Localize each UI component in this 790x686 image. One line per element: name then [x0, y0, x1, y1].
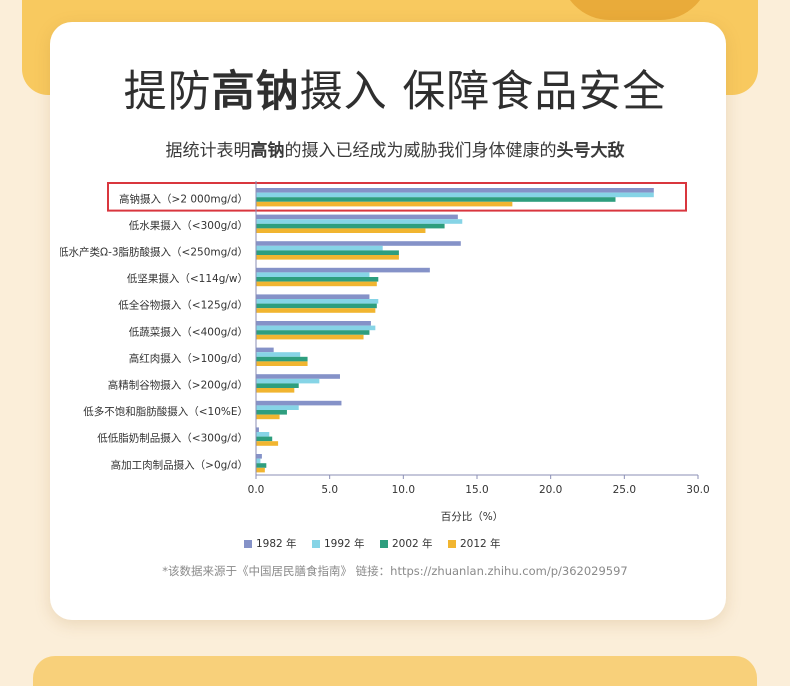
- bar-2012年-4: [256, 308, 376, 313]
- category-label: 低蔬菜摄入（<400g/d）: [129, 325, 248, 338]
- category-label: 高红肉摄入（>100g/d）: [129, 352, 248, 365]
- bar-1992年-9: [256, 432, 270, 437]
- content-card: [50, 22, 726, 620]
- bar-2012年-2: [256, 255, 399, 260]
- highlight-box: [107, 182, 687, 212]
- page-subtitle: 据统计表明高钠的摄入已经成为威胁我们身体健康的头号大敌: [0, 139, 790, 163]
- bar-2002年-5: [256, 330, 370, 335]
- bar-2002年-4: [256, 303, 377, 309]
- category-label: 低水产类Ω-3脂肪酸摄入（<250mg/d）: [60, 246, 248, 259]
- bar-2012年-7: [256, 388, 295, 393]
- category-label: 低多不饱和脂肪酸摄入（<10%E）: [83, 405, 248, 418]
- source-note: *该数据来源于《中国居民膳食指南》 链接：https://zhuanlan.zh…: [162, 564, 628, 578]
- legend-swatch: [312, 540, 320, 548]
- bar-1982年-10: [256, 454, 262, 459]
- bar-2012年-9: [256, 441, 279, 446]
- bar-1982年-1: [256, 214, 458, 220]
- bar-2002年-3: [256, 277, 379, 282]
- title-part-1: 提防: [123, 67, 212, 117]
- decorative-shape: [560, 0, 710, 20]
- category-label: 低坚果摄入（<114g/w）: [127, 272, 248, 285]
- bar-2002年-0: [256, 197, 616, 202]
- bar-1992年-2: [256, 245, 383, 251]
- bar-1982年-7: [256, 374, 340, 379]
- bar-2012年-10: [256, 467, 265, 473]
- x-tick-label: 30.0: [686, 484, 709, 496]
- bar-2002年-8: [256, 410, 287, 415]
- bottom-background-band: [33, 656, 757, 686]
- subtitle-part-2: 的摄入已经成为威胁我们身体健康的: [284, 141, 557, 161]
- bar-1992年-1: [256, 219, 463, 224]
- bar-1992年-8: [256, 405, 299, 410]
- subtitle-highlight-1: 高钠: [250, 141, 285, 161]
- x-tick-label: 15.0: [465, 484, 488, 496]
- subtitle-part-1: 据统计表明: [165, 141, 251, 161]
- legend-label: 2012 年: [460, 537, 501, 550]
- category-label: 低水果摄入（<300g/d）: [129, 219, 248, 232]
- category-label: 低全谷物摄入（<125g/d）: [118, 299, 248, 312]
- bar-2012年-6: [256, 361, 308, 366]
- bar-2002年-7: [256, 383, 299, 388]
- bar-1992年-4: [256, 299, 379, 304]
- category-label: 高钠摄入（>2 000mg/d）: [119, 192, 248, 205]
- legend-swatch: [448, 540, 456, 548]
- legend-label: 2002 年: [392, 537, 433, 550]
- bar-2012年-1: [256, 228, 426, 233]
- bar-1992年-3: [256, 272, 370, 277]
- x-axis-label: 百分比（%）: [441, 510, 503, 523]
- legend-label: 1982 年: [256, 537, 297, 550]
- bar-2002年-9: [256, 436, 273, 442]
- bar-1982年-8: [256, 400, 342, 406]
- bar-1982年-9: [256, 427, 259, 432]
- bar-2002年-10: [256, 463, 267, 468]
- x-tick-label: 5.0: [321, 484, 338, 496]
- bar-2012年-0: [256, 201, 513, 207]
- category-label: 高加工肉制品摄入（>0g/d）: [111, 458, 248, 471]
- bar-2012年-8: [256, 414, 280, 420]
- bar-2012年-5: [256, 334, 364, 340]
- bar-2012年-3: [256, 281, 377, 287]
- bar-1992年-6: [256, 352, 301, 357]
- x-tick-label: 10.0: [392, 484, 415, 496]
- x-tick-label: 20.0: [539, 484, 562, 496]
- legend-swatch: [380, 540, 388, 548]
- x-tick-label: 0.0: [248, 484, 265, 496]
- bar-1982年-2: [256, 241, 461, 246]
- bar-1982年-4: [256, 294, 370, 299]
- page-title: 提防高钠摄入 保障食品安全: [0, 66, 790, 118]
- bar-2002年-6: [256, 356, 308, 362]
- subtitle-highlight-2: 头号大敌: [556, 141, 625, 161]
- x-tick-label: 25.0: [613, 484, 636, 496]
- title-highlight: 高钠: [211, 67, 300, 117]
- legend-swatch: [244, 540, 252, 548]
- bar-1982年-6: [256, 347, 274, 353]
- legend-label: 1992 年: [324, 537, 365, 550]
- bar-2002年-1: [256, 223, 445, 229]
- bar-chart: 高钠摄入（>2 000mg/d） 低水果摄入（<300g/d） 低水产类Ω-3脂肪酸…: [60, 181, 710, 550]
- bar-1982年-5: [256, 321, 371, 326]
- title-part-2: 摄入 保障食品安全: [299, 67, 667, 117]
- bar-1992年-10: [256, 458, 261, 464]
- bar-1992年-7: [256, 378, 320, 384]
- category-label: 高精制谷物摄入（>200g/d）: [108, 379, 248, 392]
- bar-1982年-0: [256, 188, 654, 193]
- bar-1992年-5: [256, 325, 376, 331]
- bar-1992年-0: [256, 192, 654, 198]
- category-label: 低低脂奶制品摄入（<300g/d）: [97, 432, 248, 445]
- bar-2002年-2: [256, 250, 399, 255]
- bar-1982年-3: [256, 267, 430, 273]
